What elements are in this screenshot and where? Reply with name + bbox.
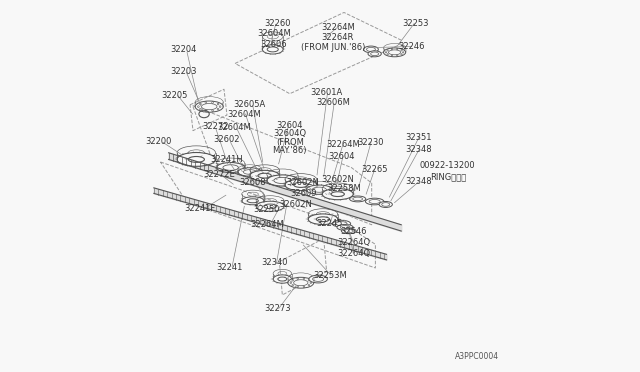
Ellipse shape (332, 220, 351, 227)
Ellipse shape (379, 202, 392, 208)
Text: 32546: 32546 (340, 227, 367, 235)
Text: 32264M: 32264M (326, 140, 360, 149)
Text: 32203: 32203 (170, 67, 196, 76)
Text: 32241F: 32241F (184, 203, 216, 213)
Text: 32200: 32200 (145, 137, 172, 146)
Ellipse shape (177, 153, 216, 166)
Text: 32264R: 32264R (321, 33, 354, 42)
Ellipse shape (341, 228, 356, 234)
Ellipse shape (250, 170, 280, 181)
Text: 32241H: 32241H (211, 155, 243, 164)
Ellipse shape (195, 101, 223, 112)
Text: 32604M: 32604M (257, 29, 291, 38)
Text: 32602: 32602 (214, 135, 240, 144)
Text: 32609: 32609 (290, 189, 317, 198)
Text: 32601A: 32601A (310, 89, 343, 97)
Text: 32264Q: 32264Q (337, 249, 371, 258)
Text: 32250: 32250 (253, 205, 280, 215)
Ellipse shape (337, 224, 353, 230)
Text: 32205: 32205 (161, 91, 188, 100)
Ellipse shape (349, 196, 366, 202)
Text: 32604M: 32604M (218, 123, 252, 132)
Ellipse shape (308, 214, 338, 225)
Text: 32606M: 32606M (316, 99, 350, 108)
Text: 32264Q: 32264Q (337, 238, 371, 247)
Ellipse shape (262, 45, 283, 54)
Ellipse shape (383, 48, 406, 57)
Ellipse shape (368, 51, 381, 57)
Text: 32348: 32348 (406, 145, 432, 154)
Text: 32253M: 32253M (314, 271, 348, 280)
Ellipse shape (256, 201, 284, 211)
Text: 32273: 32273 (264, 304, 291, 313)
Text: 32265: 32265 (362, 165, 388, 174)
Text: RINGリング: RINGリング (430, 172, 467, 181)
Ellipse shape (238, 168, 262, 176)
Text: 32264M: 32264M (321, 23, 355, 32)
Text: 32604: 32604 (328, 152, 355, 161)
Text: 00922-13200: 00922-13200 (420, 161, 475, 170)
Ellipse shape (309, 275, 328, 283)
Text: 32264M: 32264M (251, 220, 284, 229)
Text: 32602N: 32602N (280, 200, 312, 209)
Text: 32340: 32340 (262, 258, 288, 267)
Text: 32253: 32253 (402, 19, 429, 28)
Text: 32272E: 32272E (204, 170, 236, 179)
Text: 32604: 32604 (276, 121, 303, 129)
Ellipse shape (267, 175, 298, 186)
Text: 32608: 32608 (239, 178, 266, 187)
Ellipse shape (288, 277, 314, 288)
Text: 32605A: 32605A (234, 100, 266, 109)
Text: 32602N: 32602N (321, 175, 354, 184)
Ellipse shape (273, 275, 292, 283)
Text: 32348: 32348 (406, 177, 432, 186)
Text: 32272: 32272 (203, 122, 229, 131)
Text: MAY.'86): MAY.'86) (273, 147, 307, 155)
Text: 32606: 32606 (260, 40, 287, 49)
Text: (FROM: (FROM (276, 138, 303, 147)
Text: 32351: 32351 (406, 133, 432, 142)
Ellipse shape (307, 185, 332, 194)
Ellipse shape (285, 179, 317, 190)
Text: 32230: 32230 (358, 138, 384, 147)
Text: 32602N: 32602N (286, 178, 319, 187)
Text: 32241: 32241 (216, 263, 243, 272)
Ellipse shape (364, 46, 378, 53)
Text: 32260: 32260 (264, 19, 291, 28)
Text: 32604Q: 32604Q (273, 129, 307, 138)
Text: A3PPC0004: A3PPC0004 (455, 352, 499, 361)
Ellipse shape (322, 189, 353, 200)
Ellipse shape (216, 163, 244, 173)
Ellipse shape (242, 197, 264, 205)
Text: 32204: 32204 (170, 45, 196, 54)
Ellipse shape (365, 198, 384, 205)
Text: 32604M: 32604M (227, 109, 261, 119)
Text: 32246: 32246 (398, 42, 425, 51)
Text: (FROM JUN.'86): (FROM JUN.'86) (301, 43, 365, 52)
Text: 32245: 32245 (316, 219, 342, 228)
Text: 32258M: 32258M (327, 185, 361, 193)
